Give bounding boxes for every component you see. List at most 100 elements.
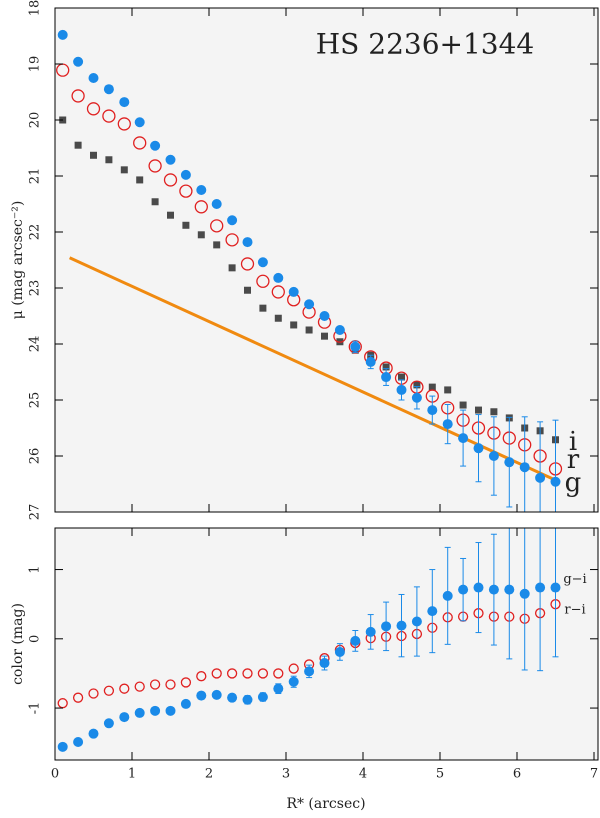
y-tick-label: 25: [28, 392, 43, 409]
point: [490, 408, 498, 416]
point: [136, 176, 144, 184]
point: [271, 285, 285, 299]
plot-frame: [54, 527, 599, 761]
series-label: r: [567, 445, 580, 475]
point: [319, 311, 330, 321]
point: [488, 451, 499, 461]
point: [365, 356, 376, 367]
point: [211, 199, 222, 209]
point: [535, 472, 546, 483]
point: [321, 332, 328, 340]
point: [119, 97, 130, 108]
point: [197, 231, 205, 239]
x-tick-label: 0: [51, 767, 59, 782]
y-tick-label: 22: [28, 224, 43, 241]
point: [134, 681, 145, 692]
point: [396, 384, 407, 395]
point: [182, 221, 190, 229]
point: [273, 683, 284, 694]
point: [149, 679, 161, 690]
point: [473, 443, 484, 454]
point: [319, 658, 330, 669]
point: [288, 676, 299, 687]
point: [411, 616, 422, 627]
y-tick-label: 18: [28, 0, 43, 16]
y-tick-label: 27: [28, 504, 43, 521]
point: [304, 299, 315, 310]
point: [180, 169, 191, 180]
point: [428, 383, 436, 391]
point: [288, 663, 299, 674]
point: [148, 159, 162, 173]
point: [102, 109, 116, 123]
point: [150, 140, 161, 151]
y-tick-label: 21: [28, 168, 43, 185]
point: [427, 606, 438, 617]
point: [473, 582, 484, 593]
point: [225, 233, 239, 247]
point: [242, 237, 253, 248]
point: [411, 392, 422, 403]
point: [519, 462, 530, 473]
point: [257, 257, 268, 268]
point: [103, 685, 115, 696]
point: [290, 321, 298, 329]
point: [550, 582, 561, 593]
point: [257, 668, 269, 679]
x-tick-label: 4: [359, 767, 367, 782]
point: [381, 372, 392, 383]
y-tick-label: -1: [28, 702, 43, 715]
point: [103, 718, 114, 729]
point: [442, 419, 453, 430]
point: [305, 326, 313, 334]
point: [550, 476, 561, 487]
fit-line: [69, 256, 557, 482]
point: [244, 286, 251, 294]
point: [228, 264, 236, 272]
plot-area: [55, 528, 598, 760]
point: [150, 705, 161, 716]
point: [488, 584, 499, 595]
point: [382, 363, 390, 371]
point: [90, 151, 97, 159]
point: [240, 257, 255, 271]
point: [350, 635, 361, 646]
point: [196, 671, 207, 682]
point: [117, 117, 131, 131]
point: [458, 584, 469, 595]
point: [444, 386, 452, 394]
x-tick-label: 3: [282, 767, 290, 782]
point: [211, 689, 222, 700]
point: [227, 215, 238, 226]
point: [427, 405, 438, 416]
x-tick-label: 2: [205, 767, 213, 782]
point: [504, 584, 515, 595]
point: [165, 679, 176, 690]
point: [413, 381, 421, 389]
point: [119, 683, 130, 694]
point: [120, 166, 128, 174]
point: [72, 692, 84, 703]
y-tick-label: 23: [28, 280, 43, 297]
point: [165, 705, 176, 716]
y-tick-label: 24: [28, 336, 43, 353]
x-tick-label: 1: [128, 767, 136, 782]
point: [210, 219, 224, 233]
point: [180, 698, 191, 709]
point: [73, 736, 84, 747]
point: [133, 136, 147, 150]
point: [273, 668, 284, 679]
x-tick-label: 5: [436, 767, 444, 782]
point: [381, 621, 392, 632]
point: [242, 694, 253, 705]
point: [119, 712, 130, 723]
point: [259, 304, 267, 312]
point: [179, 184, 193, 198]
point: [134, 707, 145, 718]
point: [288, 286, 299, 297]
series-label: i: [569, 427, 577, 457]
y-tick-label: 1: [28, 565, 43, 573]
point: [365, 626, 376, 637]
point: [74, 141, 82, 149]
point: [442, 590, 453, 601]
